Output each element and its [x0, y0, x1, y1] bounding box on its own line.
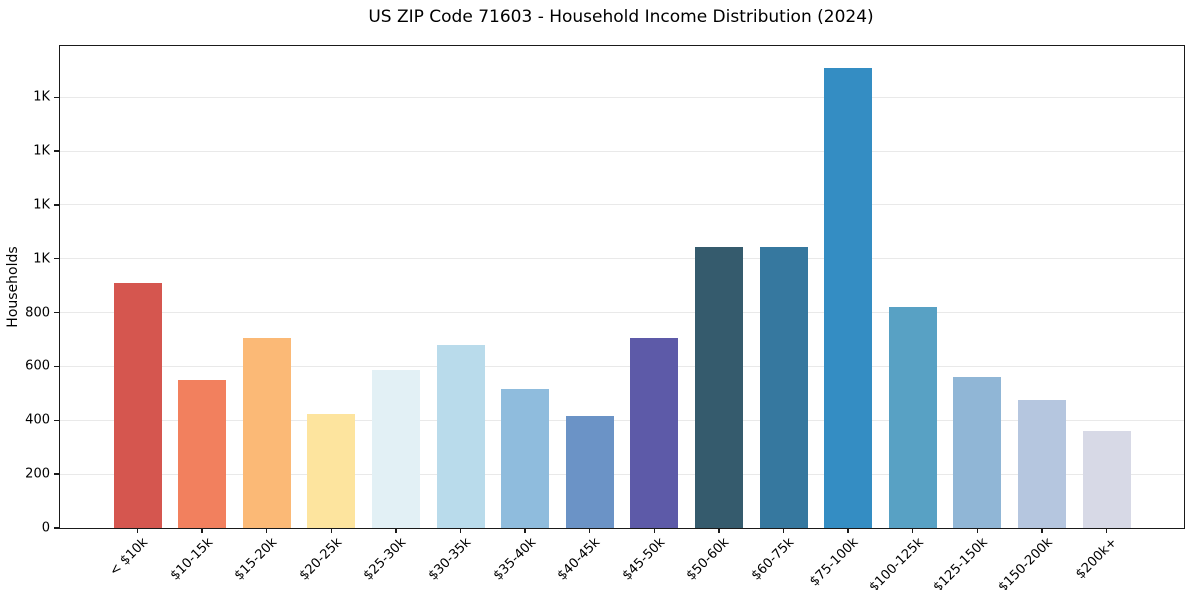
- x-tick-label: $125-150k: [930, 535, 991, 590]
- bar-150-200k: [1017, 400, 1066, 528]
- x-tick-mark: [459, 528, 462, 533]
- x-tick-label: $200k+: [1073, 535, 1121, 583]
- y-tick-label: 0: [41, 520, 50, 536]
- bar-10-15k: [178, 380, 227, 528]
- y-tick-label: 400: [25, 412, 50, 428]
- bar-50-60k: [694, 247, 743, 528]
- y-tick-mark: [54, 311, 60, 314]
- bar-20-25k: [307, 413, 356, 528]
- gridline: [60, 150, 1184, 152]
- bar-200k: [1082, 430, 1131, 528]
- plot-area: 0 200 400 600 800 1K 1K 1K 1K < $10k $10-15k $15-20…: [25, 45, 1185, 590]
- x-tick-mark: [1041, 528, 1043, 533]
- x-tick-label: $45-50k: [619, 535, 668, 584]
- bar-35-40k: [501, 389, 550, 528]
- y-tick-label: 1K: [33, 89, 50, 105]
- bar-125-150k: [953, 376, 1002, 528]
- x-tick-mark: [266, 528, 268, 533]
- y-tick-mark: [54, 527, 60, 529]
- x-tick-label: < $10k: [107, 535, 152, 580]
- y-tick-mark: [54, 96, 60, 98]
- y-tick-mark: [54, 150, 60, 152]
- x-tick-mark: [395, 528, 397, 533]
- y-tick-mark: [54, 419, 60, 421]
- y-tick-mark: [54, 365, 60, 368]
- x-tick-label: $15-20k: [231, 535, 281, 584]
- gridline: [60, 473, 1184, 475]
- y-tick-mark: [54, 473, 60, 475]
- y-tick-label: 800: [25, 305, 50, 321]
- x-tick-label: $30-35k: [425, 535, 475, 584]
- y-tick-label: 200: [25, 466, 50, 482]
- bar-60-75k: [759, 247, 808, 528]
- y-tick-mark: [54, 258, 60, 260]
- bar-40-45k: [565, 415, 614, 528]
- gridline: [60, 204, 1184, 206]
- x-tick-label: $60-75k: [748, 535, 798, 584]
- bar-25-30k: [371, 369, 420, 528]
- x-tick-label: $150-200k: [995, 535, 1056, 590]
- x-tick-label: $20-25k: [296, 535, 345, 584]
- x-tick-mark: [136, 528, 139, 533]
- x-tick-mark: [653, 528, 655, 533]
- x-tick-label: $50-60k: [684, 535, 733, 584]
- x-tick-label: $10-15k: [167, 535, 216, 584]
- x-tick-mark: [976, 528, 978, 533]
- y-tick-label: 1K: [33, 143, 50, 159]
- x-tick-mark: [847, 528, 849, 533]
- bar-75-100k: [824, 68, 873, 528]
- x-tick-mark: [201, 528, 203, 533]
- x-tick-mark: [718, 528, 720, 533]
- bar-30-35k: [436, 345, 485, 528]
- x-tick-label: $75-100k: [807, 535, 862, 590]
- bar-100-125k: [888, 307, 937, 528]
- x-tick-mark: [524, 528, 526, 533]
- y-tick-mark: [54, 204, 60, 206]
- x-tick-label: $35-40k: [490, 535, 539, 584]
- gridline: [60, 312, 1184, 314]
- x-tick-mark: [589, 528, 591, 533]
- gridline: [60, 96, 1184, 98]
- x-tick-mark: [782, 528, 785, 533]
- x-tick-label: $40-45k: [554, 535, 604, 584]
- y-axis-label: Households: [5, 246, 21, 328]
- y-tick-label: 1K: [33, 197, 50, 213]
- chart-title: US ZIP Code 71603 - Household Income Dis…: [368, 7, 874, 27]
- gridline: [60, 419, 1184, 421]
- x-tick-label: $25-30k: [361, 535, 410, 584]
- bar-10k: [113, 282, 162, 528]
- gridline: [60, 365, 1184, 367]
- gridline: [60, 258, 1184, 260]
- y-tick-label: 600: [25, 358, 50, 374]
- y-tick-label: 1K: [33, 251, 50, 267]
- x-tick-mark: [1105, 528, 1108, 533]
- x-tick-mark: [330, 528, 332, 533]
- x-tick-mark: [912, 528, 914, 533]
- bar-45-50k: [630, 337, 679, 528]
- x-tick-label: $100-125k: [866, 535, 927, 590]
- bar-15-20k: [242, 338, 291, 528]
